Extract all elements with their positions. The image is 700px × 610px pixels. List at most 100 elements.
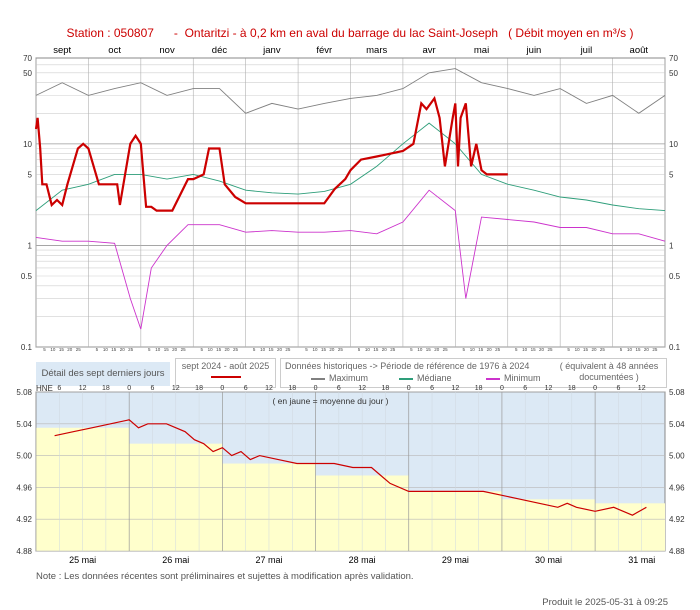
day-label: 30 mai <box>535 555 562 565</box>
series-line <box>35 122 666 212</box>
day-tick-label: 15 <box>426 347 432 352</box>
day-tick-label: 10 <box>470 347 476 352</box>
day-tick-label: 5 <box>305 347 308 352</box>
detail-y-tick-right: 4.96 <box>669 483 685 492</box>
month-label: janv <box>262 45 281 56</box>
month-label: oct <box>108 45 121 56</box>
y-tick-label-right: 70 <box>669 54 678 63</box>
month-label: août <box>630 45 649 56</box>
daily-mean-area <box>501 499 596 551</box>
historical-label: Données historiques -> Période de référe… <box>285 361 530 371</box>
legend-median: Médiane <box>399 373 452 383</box>
y-tick-label-left: 70 <box>23 54 32 63</box>
day-tick-label: 25 <box>233 347 239 352</box>
day-tick-label: 10 <box>155 347 161 352</box>
period-swatch <box>210 376 241 378</box>
daily-mean-area <box>315 475 409 551</box>
y-tick-label-left: 0.1 <box>21 343 33 352</box>
day-tick-label: 15 <box>111 347 117 352</box>
day-tick-label: 20 <box>225 347 231 352</box>
day-tick-label: 5 <box>410 347 413 352</box>
day-tick-label: 25 <box>495 347 501 352</box>
series-line <box>35 189 666 330</box>
day-tick-label: 10 <box>103 347 109 352</box>
y-tick-label-right: 50 <box>669 69 678 78</box>
equivalent-years-label: ( équivalent à 48 années documentées ) <box>559 361 659 382</box>
day-tick-label: 10 <box>522 347 528 352</box>
day-tick-label: 20 <box>277 347 283 352</box>
day-label: 29 mai <box>442 555 469 565</box>
day-tick-label: 5 <box>358 347 361 352</box>
hour-label: 6 <box>151 385 155 392</box>
detail-y-tick-left: 5.04 <box>16 420 32 429</box>
y-tick-label-right: 0.1 <box>669 343 681 352</box>
y-tick-label-left: 10 <box>23 140 32 149</box>
day-tick-label: 10 <box>50 347 56 352</box>
day-tick-label: 15 <box>478 347 484 352</box>
day-tick-label: 10 <box>365 347 371 352</box>
day-tick-label: 5 <box>253 347 256 352</box>
month-label: mars <box>366 45 387 56</box>
day-tick-label: 25 <box>285 347 291 352</box>
series-line <box>35 68 666 114</box>
day-tick-label: 25 <box>443 347 449 352</box>
month-label: mai <box>474 45 489 56</box>
month-label: avr <box>423 45 436 56</box>
detail-y-tick-left: 4.88 <box>16 547 32 556</box>
preliminary-note: Note : Les données récentes sont prélimi… <box>36 571 414 582</box>
day-tick-label: 5 <box>43 347 46 352</box>
legend-max-swatch <box>311 377 325 380</box>
day-tick-label: 5 <box>567 347 570 352</box>
produced-timestamp: Produit le 2025-05-31 à 09:25 <box>542 597 668 608</box>
day-tick-label: 20 <box>382 347 388 352</box>
day-tick-label: 20 <box>329 347 335 352</box>
day-tick-label: 25 <box>181 347 187 352</box>
day-tick-label: 5 <box>463 347 466 352</box>
legend-max: Maximum <box>311 373 368 383</box>
y-tick-label-right: 1 <box>669 241 674 250</box>
historical-legend: Données historiques -> Période de référe… <box>280 358 667 388</box>
day-tick-label: 10 <box>208 347 214 352</box>
chart-title: Station : 050807 - Ontaritzi - à 0,2 km … <box>66 26 634 40</box>
day-tick-label: 15 <box>269 347 275 352</box>
day-tick-label: 5 <box>620 347 623 352</box>
day-tick-label: 20 <box>434 347 440 352</box>
hne-label: HNE <box>36 384 53 393</box>
day-tick-label: 25 <box>390 347 396 352</box>
detail-y-tick-right: 5.04 <box>669 420 685 429</box>
day-tick-label: 15 <box>373 347 379 352</box>
y-tick-label-left: 50 <box>23 69 32 78</box>
detail-y-tick-left: 5.08 <box>16 388 32 397</box>
legend-median-swatch <box>399 377 413 380</box>
daily-mean-area <box>595 503 665 551</box>
detail-y-tick-left: 4.96 <box>16 483 32 492</box>
y-tick-label-left: 0.5 <box>21 272 33 281</box>
month-label: déc <box>212 45 228 56</box>
day-tick-label: 15 <box>321 347 327 352</box>
period-label: sept 2024 - août 2025 <box>181 361 270 371</box>
day-tick-label: 10 <box>260 347 266 352</box>
day-tick-label: 20 <box>172 347 178 352</box>
day-tick-label: 15 <box>59 347 65 352</box>
month-label: juin <box>526 45 542 56</box>
day-tick-label: 15 <box>635 347 641 352</box>
day-label: 31 mai <box>628 555 655 565</box>
detail-y-tick-right: 4.88 <box>669 547 685 556</box>
y-tick-label-left: 1 <box>28 241 33 250</box>
day-tick-label: 15 <box>531 347 537 352</box>
day-tick-label: 5 <box>200 347 203 352</box>
y-tick-label-right: 5 <box>669 170 674 179</box>
daily-mean-area <box>222 463 316 551</box>
detail-series-line <box>54 419 647 516</box>
day-label: 28 mai <box>349 555 376 565</box>
y-tick-label-right: 10 <box>669 140 678 149</box>
month-label: juil <box>580 45 593 56</box>
legend-min-swatch <box>486 377 500 380</box>
hour-label: 6 <box>57 385 61 392</box>
day-tick-label: 20 <box>539 347 545 352</box>
day-tick-label: 15 <box>583 347 589 352</box>
day-tick-label: 20 <box>591 347 597 352</box>
day-tick-label: 25 <box>548 347 554 352</box>
detail-plot-area <box>35 391 666 552</box>
day-tick-label: 20 <box>644 347 650 352</box>
